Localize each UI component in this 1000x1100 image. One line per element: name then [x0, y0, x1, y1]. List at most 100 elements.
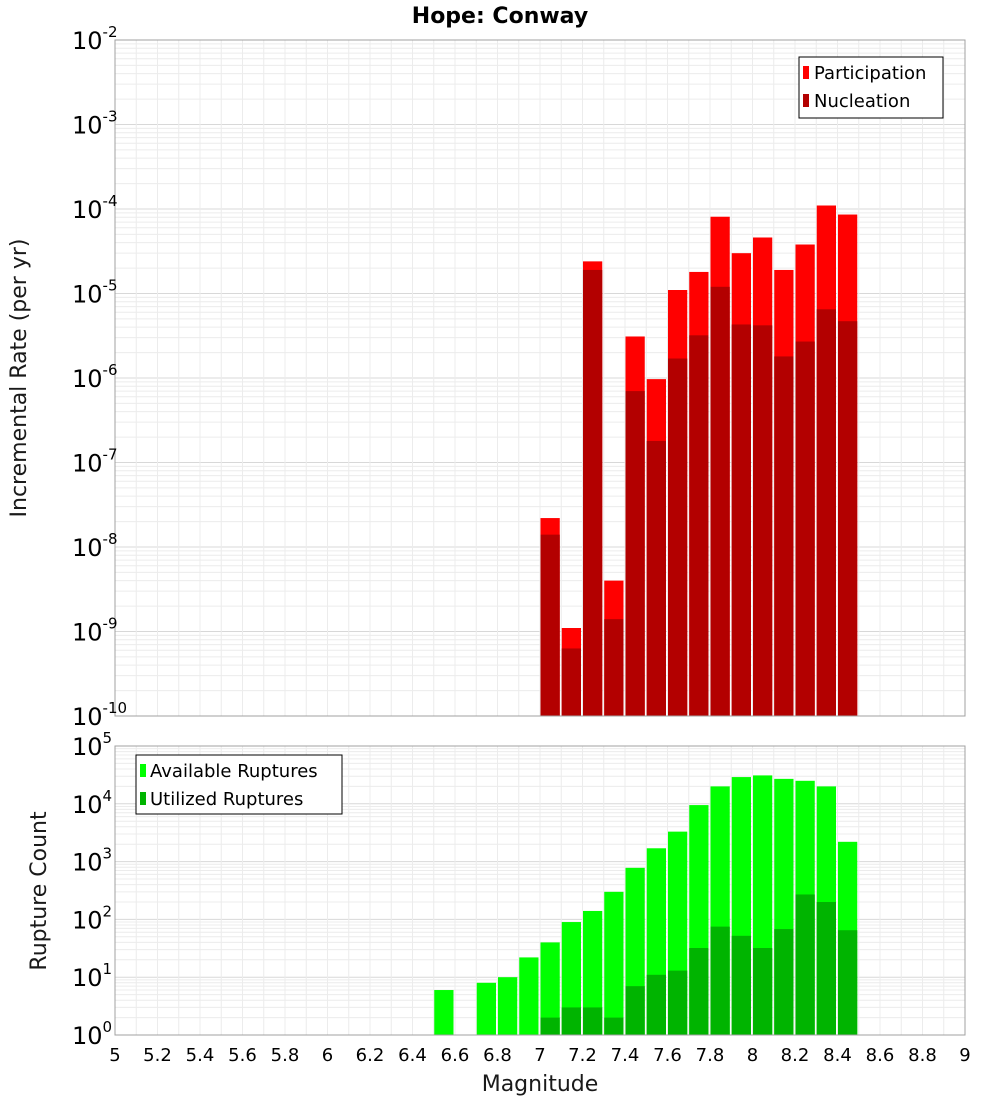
- bottom-bar-utilized-ruptures: [625, 986, 645, 1035]
- legend-label-available: Available Ruptures: [150, 761, 318, 782]
- bottom-y-tick-label: 102: [72, 902, 112, 934]
- top-plot: 10-2 10-3 10-4 10-5 10-6 10-7 10-8 10-9 10-10 In…: [7, 23, 966, 731]
- top-bar-nucleation: [625, 391, 645, 716]
- bottom-y-tick-label: 105: [72, 729, 112, 761]
- top-y-tick-label: 10-4: [72, 192, 118, 224]
- bottom-bar-available-ruptures: [519, 957, 539, 1035]
- bottom-legend: Available Ruptures Utilized Ruptures: [135, 754, 343, 815]
- x-tick-label: 8.2: [781, 1045, 810, 1066]
- top-bar-nucleation: [540, 534, 560, 716]
- top-bars: [540, 205, 858, 717]
- bottom-bar-available-ruptures: [583, 910, 603, 1035]
- bottom-bar-utilized-ruptures: [604, 1017, 624, 1035]
- x-axis-label: Magnitude: [482, 1072, 599, 1097]
- top-y-axis-label: Incremental Rate (per yr): [7, 239, 32, 518]
- x-tick-label: 8.4: [823, 1045, 852, 1066]
- x-tick-label: 6: [322, 1045, 333, 1066]
- legend-swatch-available: [140, 764, 146, 777]
- top-legend-box: [798, 56, 944, 119]
- bottom-y-axis-label: Rupture Count: [27, 811, 52, 971]
- x-tick-label: 6.8: [483, 1045, 512, 1066]
- bottom-bar-utilized-ruptures: [646, 974, 666, 1035]
- bottom-bar-utilized-ruptures: [816, 902, 836, 1035]
- bottom-bar-available-ruptures: [604, 891, 624, 1035]
- bottom-legend-box: [135, 754, 343, 815]
- bottom-bar-utilized-ruptures: [689, 948, 709, 1035]
- legend-label-nucleation: Nucleation: [814, 91, 910, 112]
- bottom-bar-utilized-ruptures: [668, 970, 688, 1035]
- top-grid: [114, 40, 966, 717]
- x-tick-label: 8.8: [908, 1045, 937, 1066]
- top-y-tick-label: 10-7: [72, 446, 118, 478]
- top-bar-nucleation: [731, 324, 751, 716]
- bottom-y-tick-label: 100: [72, 1018, 112, 1050]
- x-tick-label: 5.4: [186, 1045, 215, 1066]
- top-bar-nucleation: [816, 309, 836, 716]
- bottom-y-tick-label: 104: [72, 787, 112, 819]
- x-tick-label: 9: [959, 1045, 970, 1066]
- bottom-bar-utilized-ruptures: [774, 929, 794, 1035]
- bottom-y-ticks: 105 104 103 102 101 100: [72, 729, 112, 1050]
- x-tick-label: 6.2: [356, 1045, 385, 1066]
- top-plot-frame: [114, 39, 966, 717]
- bottom-bar-utilized-ruptures: [540, 1017, 560, 1035]
- top-y-tick-label: 10-6: [72, 361, 118, 393]
- legend-label-participation: Participation: [814, 63, 926, 84]
- x-tick-label: 8: [747, 1045, 758, 1066]
- top-y-tick-label: 10-8: [72, 530, 118, 562]
- top-bar-nucleation: [583, 269, 603, 716]
- x-tick-label: 7.6: [653, 1045, 682, 1066]
- bottom-bar-utilized-ruptures: [583, 1007, 603, 1035]
- legend-label-utilized: Utilized Ruptures: [150, 789, 303, 810]
- bottom-plot-frame: [114, 745, 966, 1036]
- x-tick-label: 5.8: [271, 1045, 300, 1066]
- bottom-bar-utilized-ruptures: [838, 930, 858, 1035]
- bottom-plot: 105 104 103 102 101 100 5 5.2 5.4 5.6 5.8 6 6.2 6.4 6…: [27, 729, 971, 1097]
- x-tick-label: 7.2: [568, 1045, 597, 1066]
- bottom-bar-utilized-ruptures: [710, 926, 730, 1035]
- x-tick-label: 5.2: [143, 1045, 172, 1066]
- bottom-bars: [434, 775, 858, 1035]
- top-y-tick-label: 10-10: [72, 699, 127, 731]
- top-legend: Participation Nucleation: [798, 56, 944, 119]
- bottom-bar-utilized-ruptures: [795, 894, 815, 1035]
- top-y-ticks: 10-2 10-3 10-4 10-5 10-6 10-7 10-8 10-9 10-10: [72, 23, 127, 731]
- bottom-bar-available-ruptures: [561, 922, 581, 1035]
- legend-swatch-participation: [803, 66, 809, 79]
- top-bar-nucleation: [774, 356, 794, 716]
- bottom-y-tick-label: 101: [72, 960, 112, 992]
- bottom-bar-available-ruptures: [434, 990, 454, 1035]
- top-bar-nucleation: [604, 619, 624, 716]
- top-y-tick-label: 10-3: [72, 108, 118, 140]
- x-tick-label: 5: [109, 1045, 120, 1066]
- top-bar-nucleation: [689, 335, 709, 716]
- top-bar-nucleation: [710, 286, 730, 716]
- bottom-bar-available-ruptures: [476, 982, 496, 1035]
- x-tick-label: 7.8: [696, 1045, 725, 1066]
- top-y-tick-label: 10-9: [72, 615, 118, 647]
- bottom-bar-utilized-ruptures: [561, 1007, 581, 1035]
- x-tick-label: 6.4: [398, 1045, 427, 1066]
- x-tick-label: 5.6: [228, 1045, 257, 1066]
- top-bar-nucleation: [795, 341, 815, 716]
- bottom-bar-available-ruptures: [498, 977, 518, 1035]
- top-bar-nucleation: [668, 358, 688, 716]
- bottom-bar-utilized-ruptures: [731, 935, 751, 1035]
- top-bar-nucleation: [753, 325, 773, 716]
- x-tick-label: 8.6: [866, 1045, 895, 1066]
- top-y-tick-label: 10-2: [72, 23, 118, 55]
- bottom-bar-utilized-ruptures: [753, 948, 773, 1035]
- x-tick-label: 6.6: [441, 1045, 470, 1066]
- bottom-y-tick-label: 103: [72, 845, 112, 877]
- x-tick-label: 7: [534, 1045, 545, 1066]
- top-bar-nucleation: [646, 440, 666, 716]
- top-bar-nucleation: [838, 321, 858, 716]
- x-ticks: 5 5.2 5.4 5.6 5.8 6 6.2 6.4 6.6 6.8 7 7.2 7.4 7.6 7.8 8…: [109, 1045, 970, 1066]
- top-bar-nucleation: [561, 648, 581, 716]
- x-tick-label: 7.4: [611, 1045, 640, 1066]
- legend-swatch-nucleation: [803, 94, 809, 107]
- top-y-tick-label: 10-5: [72, 277, 118, 309]
- legend-swatch-utilized: [140, 792, 146, 805]
